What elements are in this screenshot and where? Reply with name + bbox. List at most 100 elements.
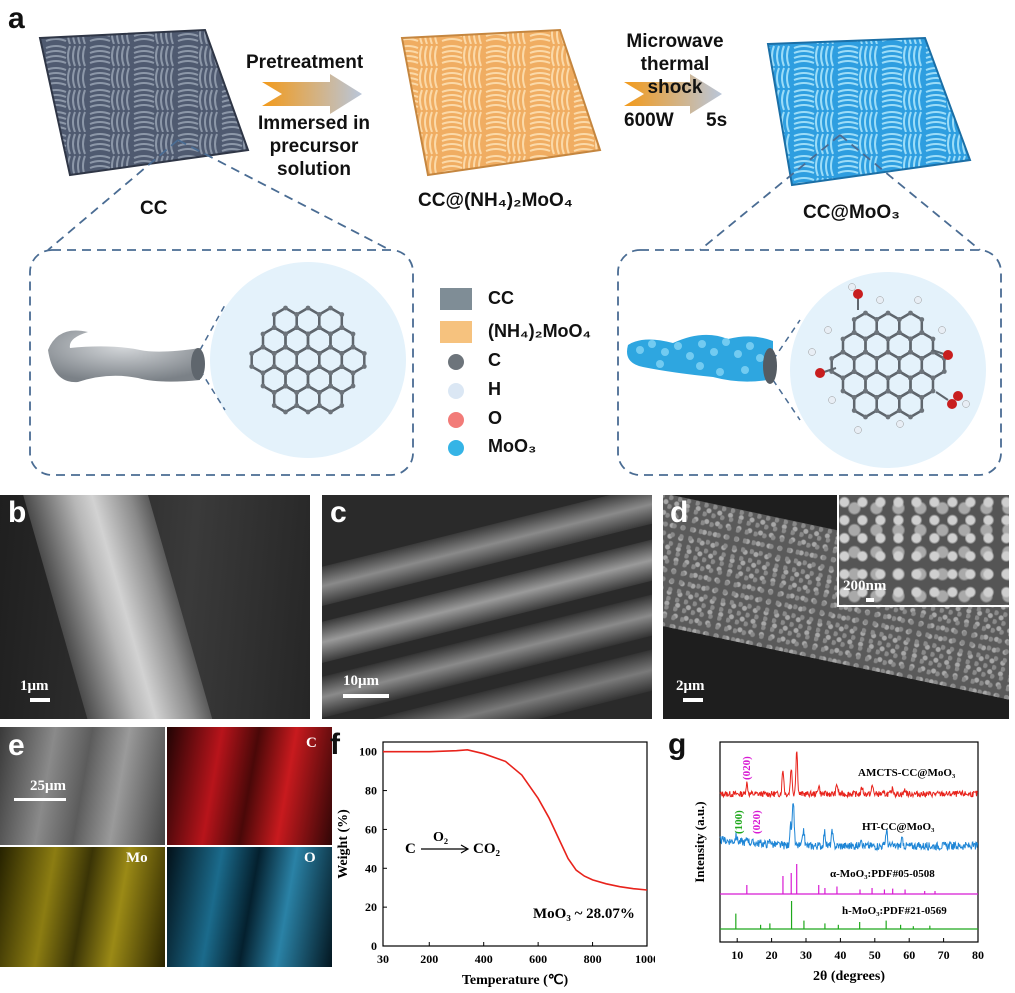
xrd-peak-index-label: (020) (751, 810, 763, 834)
xrd-x-tick-label: 60 (903, 948, 915, 962)
tga-residue-annotation: MoO₃ ~ 28.07% (533, 906, 635, 922)
sem-image-d (663, 495, 1009, 719)
legend-swatch (440, 321, 472, 343)
cc-label: CC (140, 198, 168, 219)
xrd-series: h-MoO₃:PDF#21-0569 (720, 901, 978, 930)
tga-y-axis-label: Weight (%) (336, 809, 351, 879)
eds-sem-image (0, 727, 165, 845)
tga-plot-frame (382, 741, 648, 947)
xrd-x-tick-label: 50 (869, 948, 881, 962)
xrd-series-label: α-MoO₃:PDF#05-0508 (830, 868, 935, 880)
scale-bar-b (30, 698, 50, 702)
xrd-series: α-MoO₃:PDF#05-0508 (720, 864, 978, 895)
step2-power: 600W (624, 110, 674, 131)
xrd-pattern-line (719, 803, 978, 852)
eds-label-mo: Mo (126, 850, 148, 866)
xrd-x-tick-label: 40 (834, 948, 846, 962)
tga-y-tick-label: 100 (359, 745, 377, 759)
panel-d-letter: d (670, 496, 689, 529)
step1-line-3: solution (277, 159, 351, 180)
eds-map-c (167, 727, 332, 845)
reaction-reactant: C (405, 841, 416, 857)
zoom-box-cc (29, 249, 414, 476)
xrd-x-tick-label: 10 (731, 948, 743, 962)
step1-top-label: Pretreatment (246, 52, 364, 73)
eds-label-o: O (304, 850, 316, 866)
panel-c-letter: c (330, 496, 347, 529)
product-label: CC@MoO₃ (803, 202, 900, 223)
legend-label: CC (488, 288, 514, 308)
step2-line-2: thermal shock (640, 54, 710, 98)
tga-x-axis-label: Temperature (℃) (462, 973, 569, 988)
graphene-zoom-circle (210, 262, 406, 458)
sem-image-c (322, 495, 652, 719)
step1-bottom-label: Immersed in precursor solution (254, 112, 374, 181)
process-arrow-1 (262, 74, 362, 114)
tga-x-tick-label: 600 (529, 952, 547, 966)
legend-label: C (488, 350, 501, 370)
scale-bar-d (683, 698, 703, 702)
xrd-series: HT-CC@MoO₃ (719, 803, 978, 852)
xrd-series-label: HT-CC@MoO₃ (862, 821, 935, 833)
legend-label: (NH₄)₂MoO₄ (488, 321, 592, 341)
cc-cloth (38, 28, 250, 177)
panel-f-letter: f (330, 728, 340, 761)
tga-curve (383, 748, 648, 891)
hydrogen-atom (824, 326, 832, 334)
zoom-box-product (617, 249, 1002, 476)
scale-bar-d-inset (866, 598, 874, 602)
scale-label-d: 2μm (676, 678, 705, 694)
tga-x-tick-label: 30 (377, 952, 389, 966)
scale-label-b: 1μm (20, 678, 49, 694)
xrd-series-label: h-MoO₃:PDF#21-0569 (842, 905, 947, 917)
step1-line-2: precursor (269, 136, 359, 157)
xrd-plot-frame (719, 741, 979, 943)
step2-top-label: Microwave thermal shock (612, 30, 738, 99)
xrd-y-axis-label: Intensity (a.u.) (692, 801, 707, 882)
reaction-product: CO₂ (473, 841, 501, 857)
panel-a-letter: a (8, 2, 25, 35)
xrd-x-tick-label: 30 (800, 948, 812, 962)
eds-map-mo (0, 847, 165, 967)
xrd-peak-index-label: (100) (733, 810, 745, 834)
xrd-x-tick-label: 20 (766, 948, 778, 962)
panel-a-figure (29, 28, 1002, 476)
eds-label-c: C (306, 735, 317, 751)
tga-y-tick-label: 60 (365, 822, 377, 836)
xrd-series: AMCTS-CC@MoO₃ (719, 751, 978, 799)
reaction-arrowhead (460, 844, 470, 854)
scale-label-e: 25μm (30, 778, 66, 794)
product-cloth (766, 36, 972, 187)
panel-b-letter: b (8, 496, 27, 529)
xrd-series-label: AMCTS-CC@MoO₃ (858, 767, 956, 779)
functionalized-lattice (829, 310, 947, 420)
hydrogen-atom (876, 296, 884, 304)
hydrogen-atom (828, 396, 836, 404)
hydrogen-atom (854, 426, 862, 434)
hydrogen-atom (808, 348, 816, 356)
tga-x-tick-label: 400 (475, 952, 493, 966)
scale-bar-c (343, 694, 389, 698)
legend-dot (448, 412, 464, 428)
legend-label: O (488, 408, 503, 428)
tga-y-tick-label: 20 (365, 900, 377, 914)
tga-y-tick-label: 0 (371, 939, 377, 953)
step2-time: 5s (706, 110, 728, 131)
legend-dot (448, 383, 464, 399)
tga-y-tick-label: 80 (365, 784, 377, 798)
sem-inset-d (837, 495, 1009, 607)
xrd-x-tick-label: 80 (972, 948, 984, 962)
tga-x-tick-label: 800 (584, 952, 602, 966)
legend-glyphs (440, 288, 472, 456)
tga-x-tick-label: 200 (420, 952, 438, 966)
step2-line-1: Microwave (626, 31, 724, 52)
scale-label-d-inset: 200nm (843, 578, 887, 594)
legend-dot (448, 354, 464, 370)
coated-fiber-strand (627, 334, 777, 384)
process-arrow-2 (624, 74, 722, 114)
xrd-peak-index-label: (020) (741, 756, 753, 780)
legend-label: H (488, 379, 501, 399)
legend-dot (448, 440, 464, 456)
